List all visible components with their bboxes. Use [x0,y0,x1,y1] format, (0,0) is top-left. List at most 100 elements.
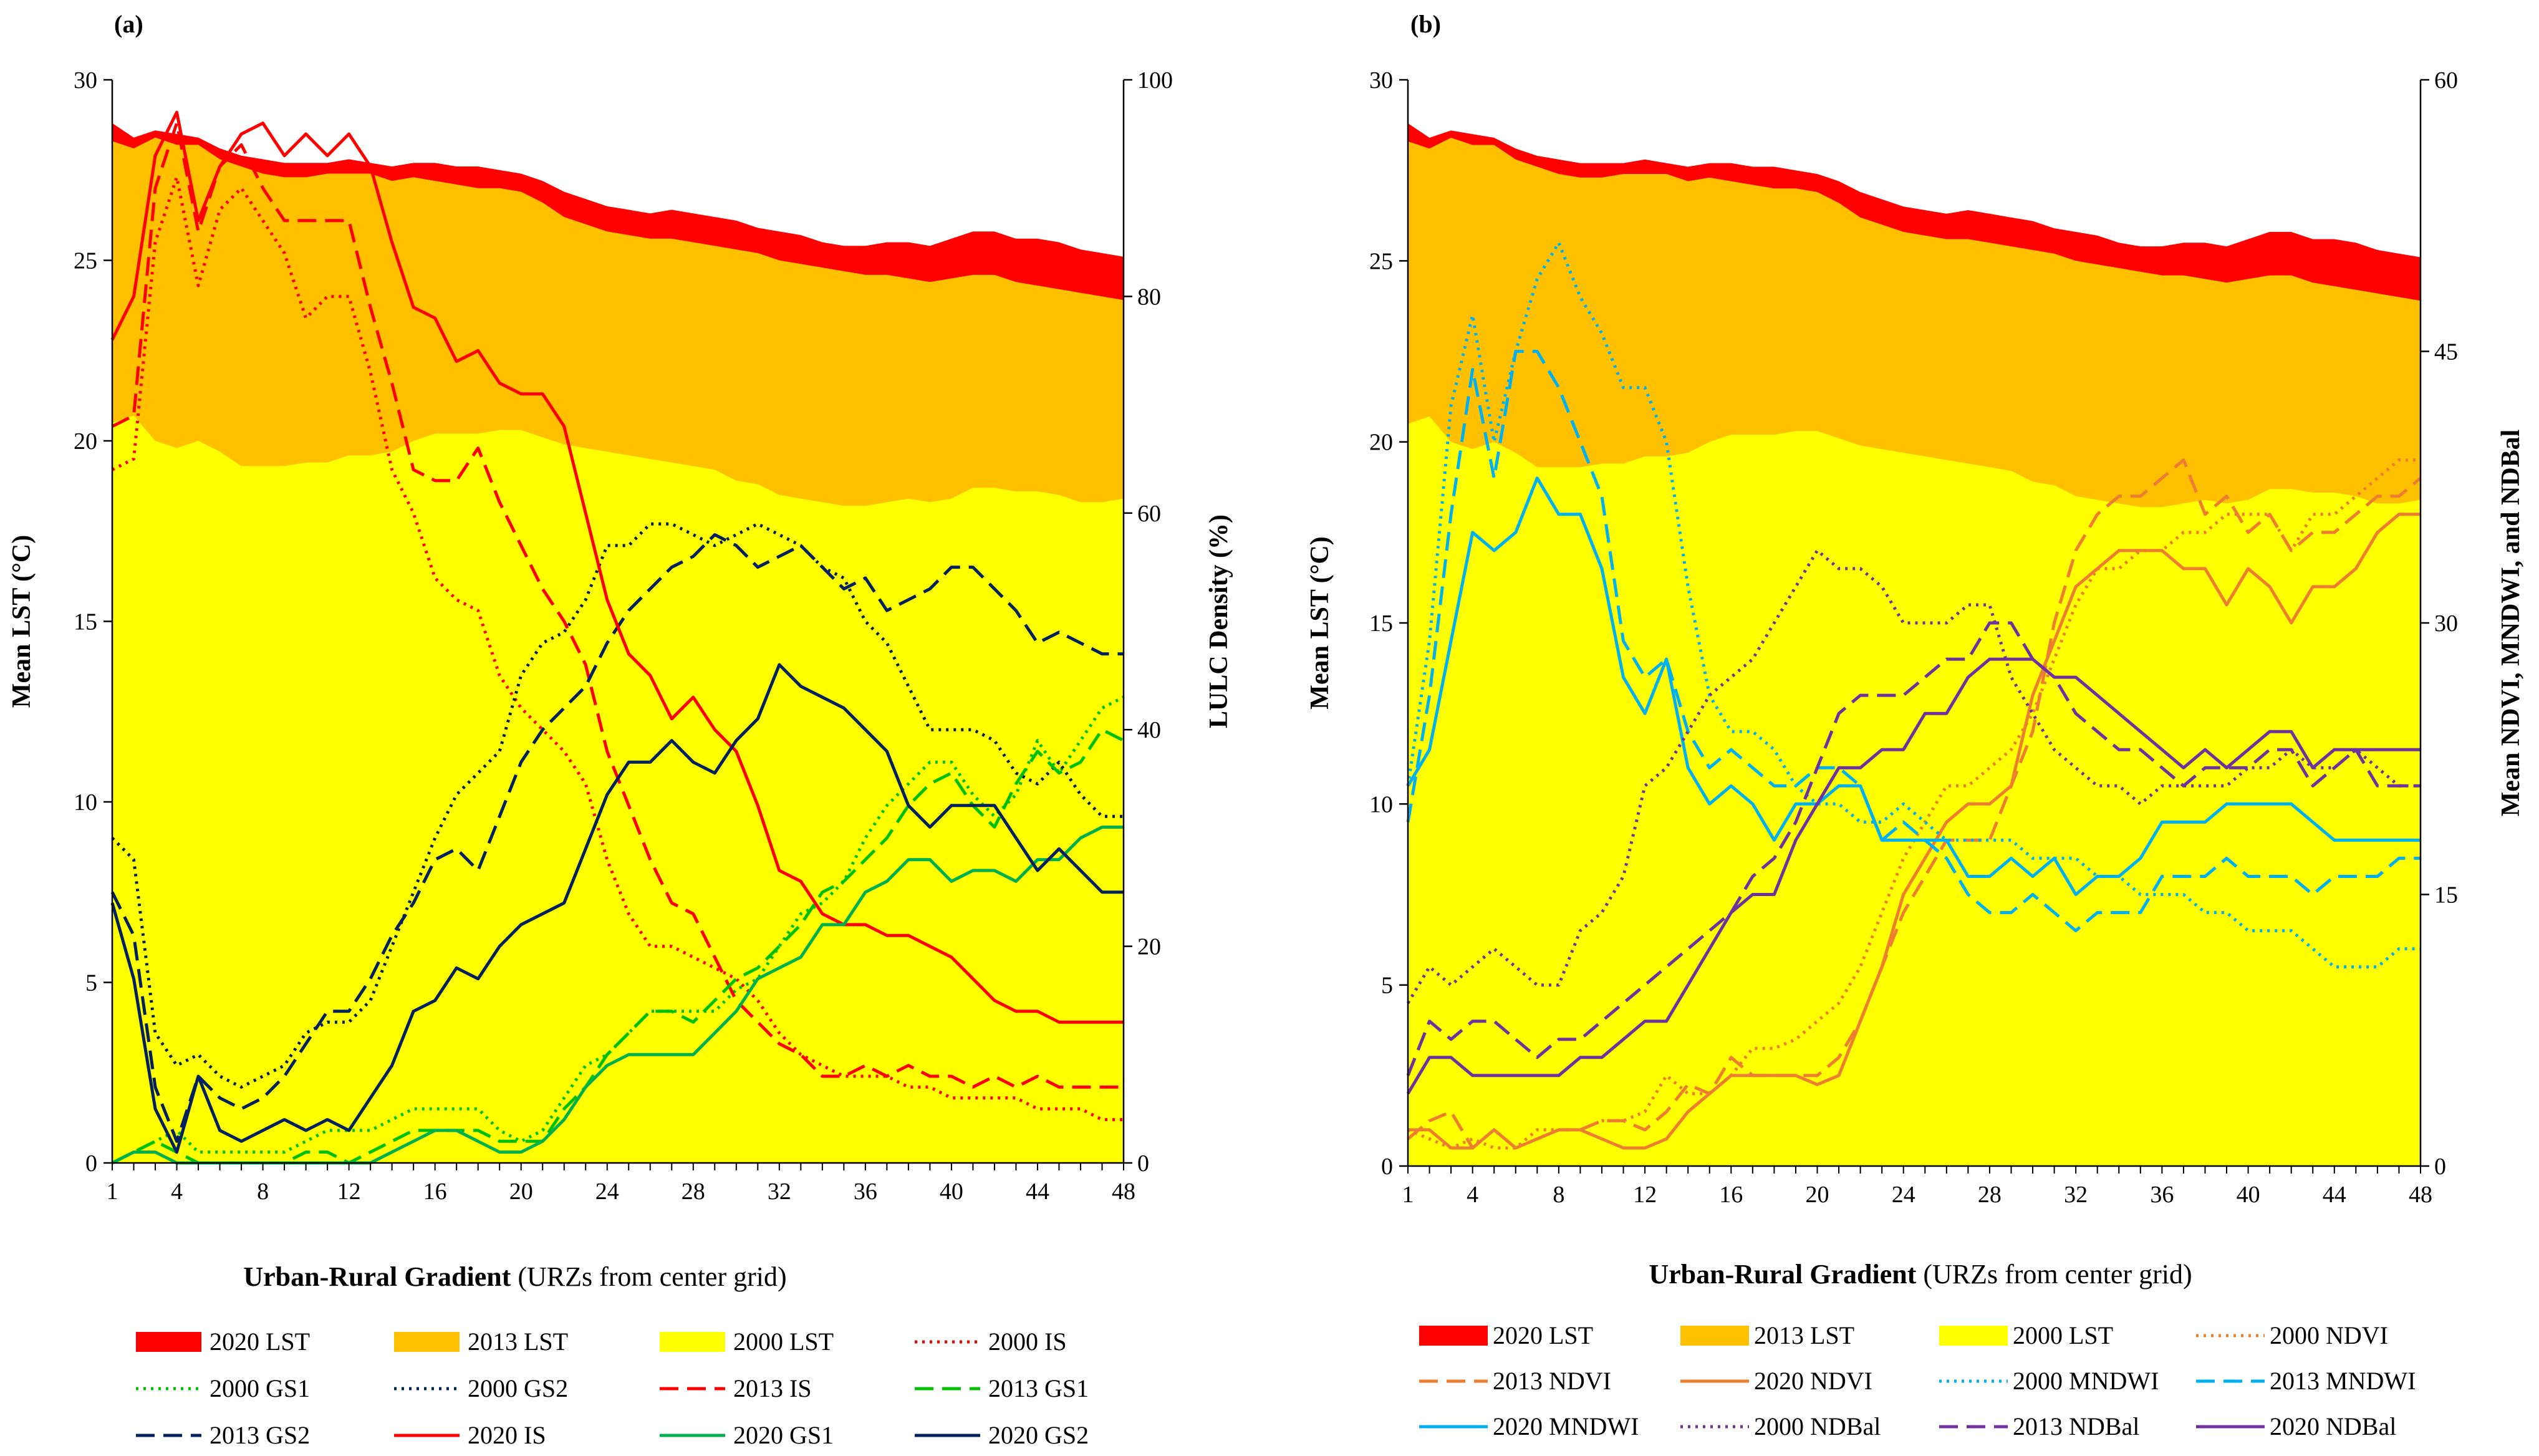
y-tick-label: 20 [74,428,97,455]
legend-swatch [1419,1326,1488,1346]
legend-item-2020-gs1: 2020 GS1 [660,1421,834,1449]
x-tick-label: 44 [2323,1182,2346,1208]
legend-swatch [394,1332,460,1352]
y2-tick-label: 20 [1137,934,1161,960]
x-tick-label: 20 [1806,1182,1829,1208]
y-tick-label: 25 [74,248,97,274]
legend-item-2020-ndvi: 2020 NDVI [1680,1367,1872,1395]
legend-label: 2013 NDVI [1493,1367,1611,1395]
legend-label: 2013 LST [468,1328,568,1356]
legend: 2020 LST 2013 LST 2000 LST 2000 IS 2000 GS1 2… [136,1328,1089,1449]
legend-item-2013-gs1: 2013 GS1 [915,1374,1089,1402]
legend-item-2000-lst: 2000 LST [660,1328,834,1356]
x-axis-title: Urban-Rural Gradient (URZs from center g… [243,1261,786,1292]
legend-label: 2013 LST [1754,1321,1854,1349]
legend-item-2013-gs2: 2013 GS2 [136,1421,310,1449]
legend-item-2000-ndbal: 2000 NDBal [1680,1412,1881,1440]
x-tick-label: 12 [1633,1182,1657,1208]
y2-tick-label: 0 [2434,1154,2446,1180]
x-tick-label: 24 [1892,1182,1915,1208]
legend-item-2013-ndvi: 2013 NDVI [1419,1367,1611,1395]
y-tick-label: 30 [1369,67,1393,94]
y2-tick-label: 15 [2434,882,2458,909]
legend-label: 2013 NDBal [2013,1412,2139,1440]
legend-item-2013-ndbal: 2013 NDBal [1939,1412,2139,1440]
x-axis-title-bold: Urban-Rural Gradient [243,1261,511,1292]
x-axis-title-bold: Urban-Rural Gradient [1649,1259,1916,1290]
x-tick-label: 48 [1112,1179,1135,1205]
x-axis-title: Urban-Rural Gradient (URZs from center g… [1649,1259,2192,1290]
legend-item-2020-is: 2020 IS [394,1421,546,1449]
legend-swatch [1939,1326,2008,1346]
y-axis-title: Mean LST (°C) [7,535,36,708]
legend-label: 2020 IS [468,1421,546,1449]
y-tick-label: 5 [85,970,97,996]
line-2013-mndwi [1406,350,2421,933]
panel-label: (a) [114,10,143,38]
x-tick-label: 4 [171,1179,183,1205]
x-tick-label: 24 [595,1179,619,1205]
x-tick-label: 8 [257,1179,269,1205]
x-tick-label: 16 [423,1179,447,1205]
legend-item-2020-ndbal: 2020 NDBal [2196,1412,2396,1440]
y-tick-label: 5 [1381,973,1393,999]
legend-item-2013-is: 2013 IS [660,1374,812,1402]
y-tick-label: 0 [1381,1154,1393,1180]
x-tick-label: 32 [2064,1182,2088,1208]
line-2013-ndbal [1406,621,2421,1076]
legend-item-2013-lst: 2013 LST [394,1328,568,1356]
x-tick-label: 12 [337,1179,361,1205]
legend-label: 2000 LST [733,1328,834,1356]
legend-item-2013-lst: 2013 LST [1680,1321,1854,1349]
x-tick-label: 40 [2237,1182,2260,1208]
legend-label: 2020 MNDWI [1493,1412,1639,1440]
legend-label: 2020 NDVI [1754,1367,1872,1395]
x-tick-label: 44 [1026,1179,1049,1205]
line-2020-is [110,110,1124,1024]
y2-tick-label: 80 [1137,284,1161,310]
legend-label: 2000 NDVI [2270,1321,2388,1349]
y2-tick-label: 60 [1137,501,1161,527]
y-tick-label: 10 [1369,791,1393,817]
legend-item-2020-lst: 2020 LST [1419,1321,1593,1349]
legend-swatch [660,1332,725,1352]
x-tick-label: 36 [854,1179,877,1205]
y-tick-label: 30 [74,67,97,94]
x-tick-label: 4 [1467,1182,1478,1208]
area-2000-lst [1408,417,2421,1166]
line-2020-ndvi [1408,513,2421,1150]
legend-label: 2020 GS2 [988,1421,1089,1449]
x-tick-label: 28 [682,1179,705,1205]
y-axis-title: Mean LST (°C) [1306,536,1334,709]
legend-item-2000-ndvi: 2000 NDVI [2196,1321,2388,1349]
y2-tick-label: 100 [1137,67,1173,94]
x-tick-label: 20 [509,1179,533,1205]
legend-item-2000-is: 2000 IS [915,1328,1067,1356]
y2-tick-label: 30 [2434,610,2458,637]
y-tick-label: 25 [1369,248,1393,274]
y-tick-label: 15 [1369,610,1393,637]
x-axis-title-rest: (URZs from center grid) [511,1261,786,1292]
legend-label: 2000 GS1 [210,1374,310,1402]
legend-swatch [1680,1326,1749,1346]
y-tick-label: 15 [74,609,97,635]
x-tick-label: 32 [768,1179,791,1205]
y-tick-label: 20 [1369,430,1393,456]
legend-item-2000-gs2: 2000 GS2 [394,1374,568,1402]
x-tick-label: 1 [1402,1182,1414,1208]
legend-item-2020-lst: 2020 LST [136,1328,310,1356]
panel-label: (b) [1410,10,1441,38]
legend-label: 2000 NDBal [1754,1412,1881,1440]
x-tick-label: 8 [1553,1182,1564,1208]
legend-label: 2000 MNDWI [2013,1367,2159,1395]
legend-item-2020-mndwi: 2020 MNDWI [1419,1412,1639,1440]
legend-swatch [136,1332,201,1352]
y2-tick-label: 45 [2434,339,2458,365]
legend-item-2000-lst: 2000 LST [1939,1321,2113,1349]
area-2000-lst [112,415,1124,1163]
legend: 2020 LST 2013 LST 2000 LST 2000 NDVI 2013 ND… [1419,1321,2416,1440]
legend-label: 2013 GS1 [988,1374,1089,1402]
